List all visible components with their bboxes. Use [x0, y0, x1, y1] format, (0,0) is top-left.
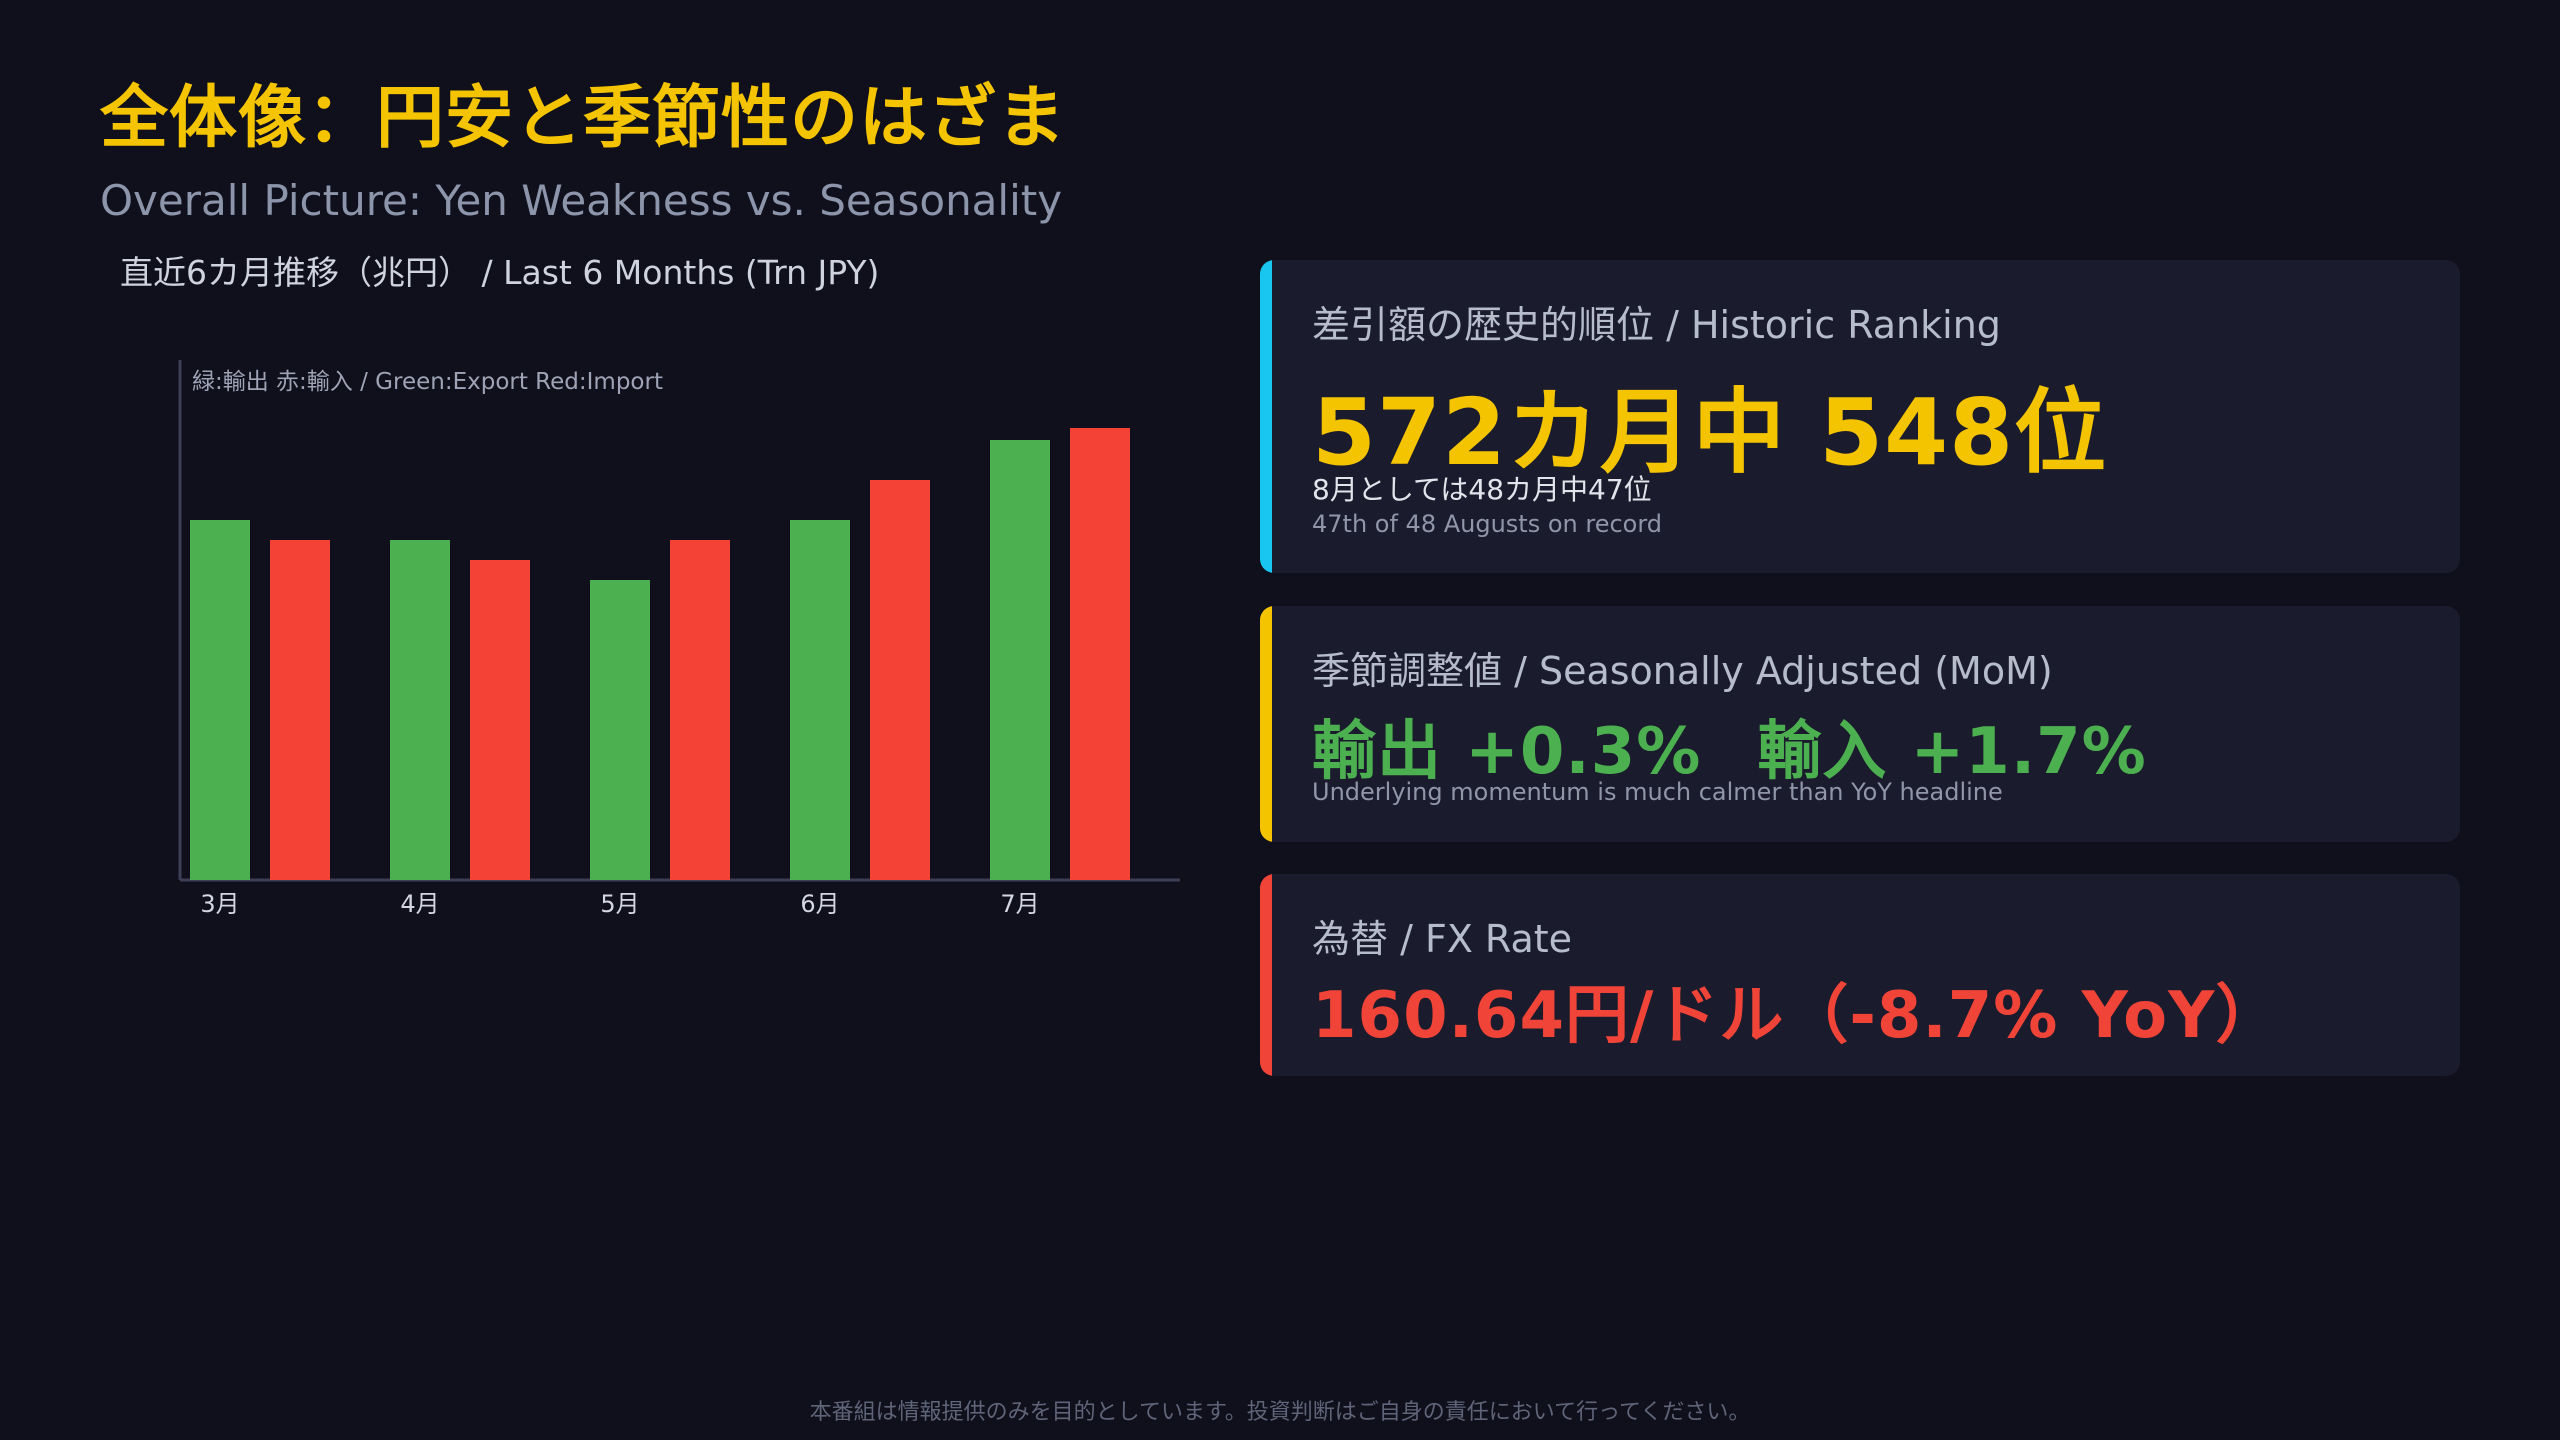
momentum-note: Underlying momentum is much calmer than … — [1312, 778, 2003, 806]
bar-import-2 — [470, 560, 530, 880]
bar-export-3 — [590, 580, 650, 880]
historic-ranking-card: 差引額の歴史的順位 / Historic Ranking 572カ月中 548位… — [1260, 260, 2460, 573]
seasonally-adjusted-values: 輸出 +0.3% 輸入 +1.7% — [1312, 700, 2147, 792]
export-mom-value: 輸出 +0.3% — [1312, 715, 1702, 789]
chart-title: 直近6カ月推移（兆円） / Last 6 Months (Trn JPY) — [120, 253, 880, 292]
bars-group — [190, 428, 1130, 880]
fx-rate-label: 為替 / FX Rate — [1312, 917, 1573, 961]
x-tick-labels: 3月 4月 5月 6月 7月 — [200, 890, 1039, 918]
august-ranking-en: 47th of 48 Augusts on record — [1312, 510, 1663, 538]
historic-ranking-label: 差引額の歴史的順位 / Historic Ranking — [1312, 303, 2001, 347]
bar-import-3 — [670, 540, 730, 880]
page-subtitle: Overall Picture: Yen Weakness vs. Season… — [100, 176, 1063, 225]
x-tick-label: 7月 — [1000, 890, 1039, 918]
bar-chart-svg: 緑:輸出 赤:輸入 / Green:Export Red:Import 3月 4月… — [178, 360, 1180, 918]
import-mom-value: 輸入 +1.7% — [1757, 715, 2147, 789]
x-tick-label: 3月 — [200, 890, 239, 918]
bar-import-5 — [1070, 428, 1130, 880]
historic-ranking-value: 572カ月中 548位 — [1312, 379, 2108, 486]
seasonally-adjusted-label: 季節調整値 / Seasonally Adjusted (MoM) — [1312, 649, 2053, 693]
bar-import-1 — [270, 540, 330, 880]
x-tick-label: 5月 — [600, 890, 639, 918]
august-ranking-jp: 8月としては48カ月中47位 — [1312, 473, 1652, 506]
bar-export-1 — [190, 520, 250, 880]
page-title: 全体像：円安と季節性のはざま — [100, 79, 1067, 158]
bar-export-4 — [790, 520, 850, 880]
bar-chart: 緑:輸出 赤:輸入 / Green:Export Red:Import 3月 4月… — [150, 340, 1200, 950]
chart-legend-note: 緑:輸出 赤:輸入 / Green:Export Red:Import — [192, 369, 663, 395]
x-tick-label: 6月 — [800, 890, 839, 918]
disclaimer: 本番組は情報提供のみを目的としています。投資判断はご自身の責任において行ってくだ… — [809, 1400, 1751, 1425]
bar-import-4 — [870, 480, 930, 880]
bar-export-5 — [990, 440, 1050, 880]
x-tick-label: 4月 — [400, 890, 439, 918]
seasonally-adjusted-card: 季節調整値 / Seasonally Adjusted (MoM) 輸出 +0.… — [1260, 606, 2460, 842]
bar-export-2 — [390, 540, 450, 880]
fx-rate-card: 為替 / FX Rate 160.64円/ドル（-8.7% YoY） — [1260, 874, 2460, 1076]
fx-rate-value: 160.64円/ドル（-8.7% YoY） — [1312, 979, 2281, 1053]
